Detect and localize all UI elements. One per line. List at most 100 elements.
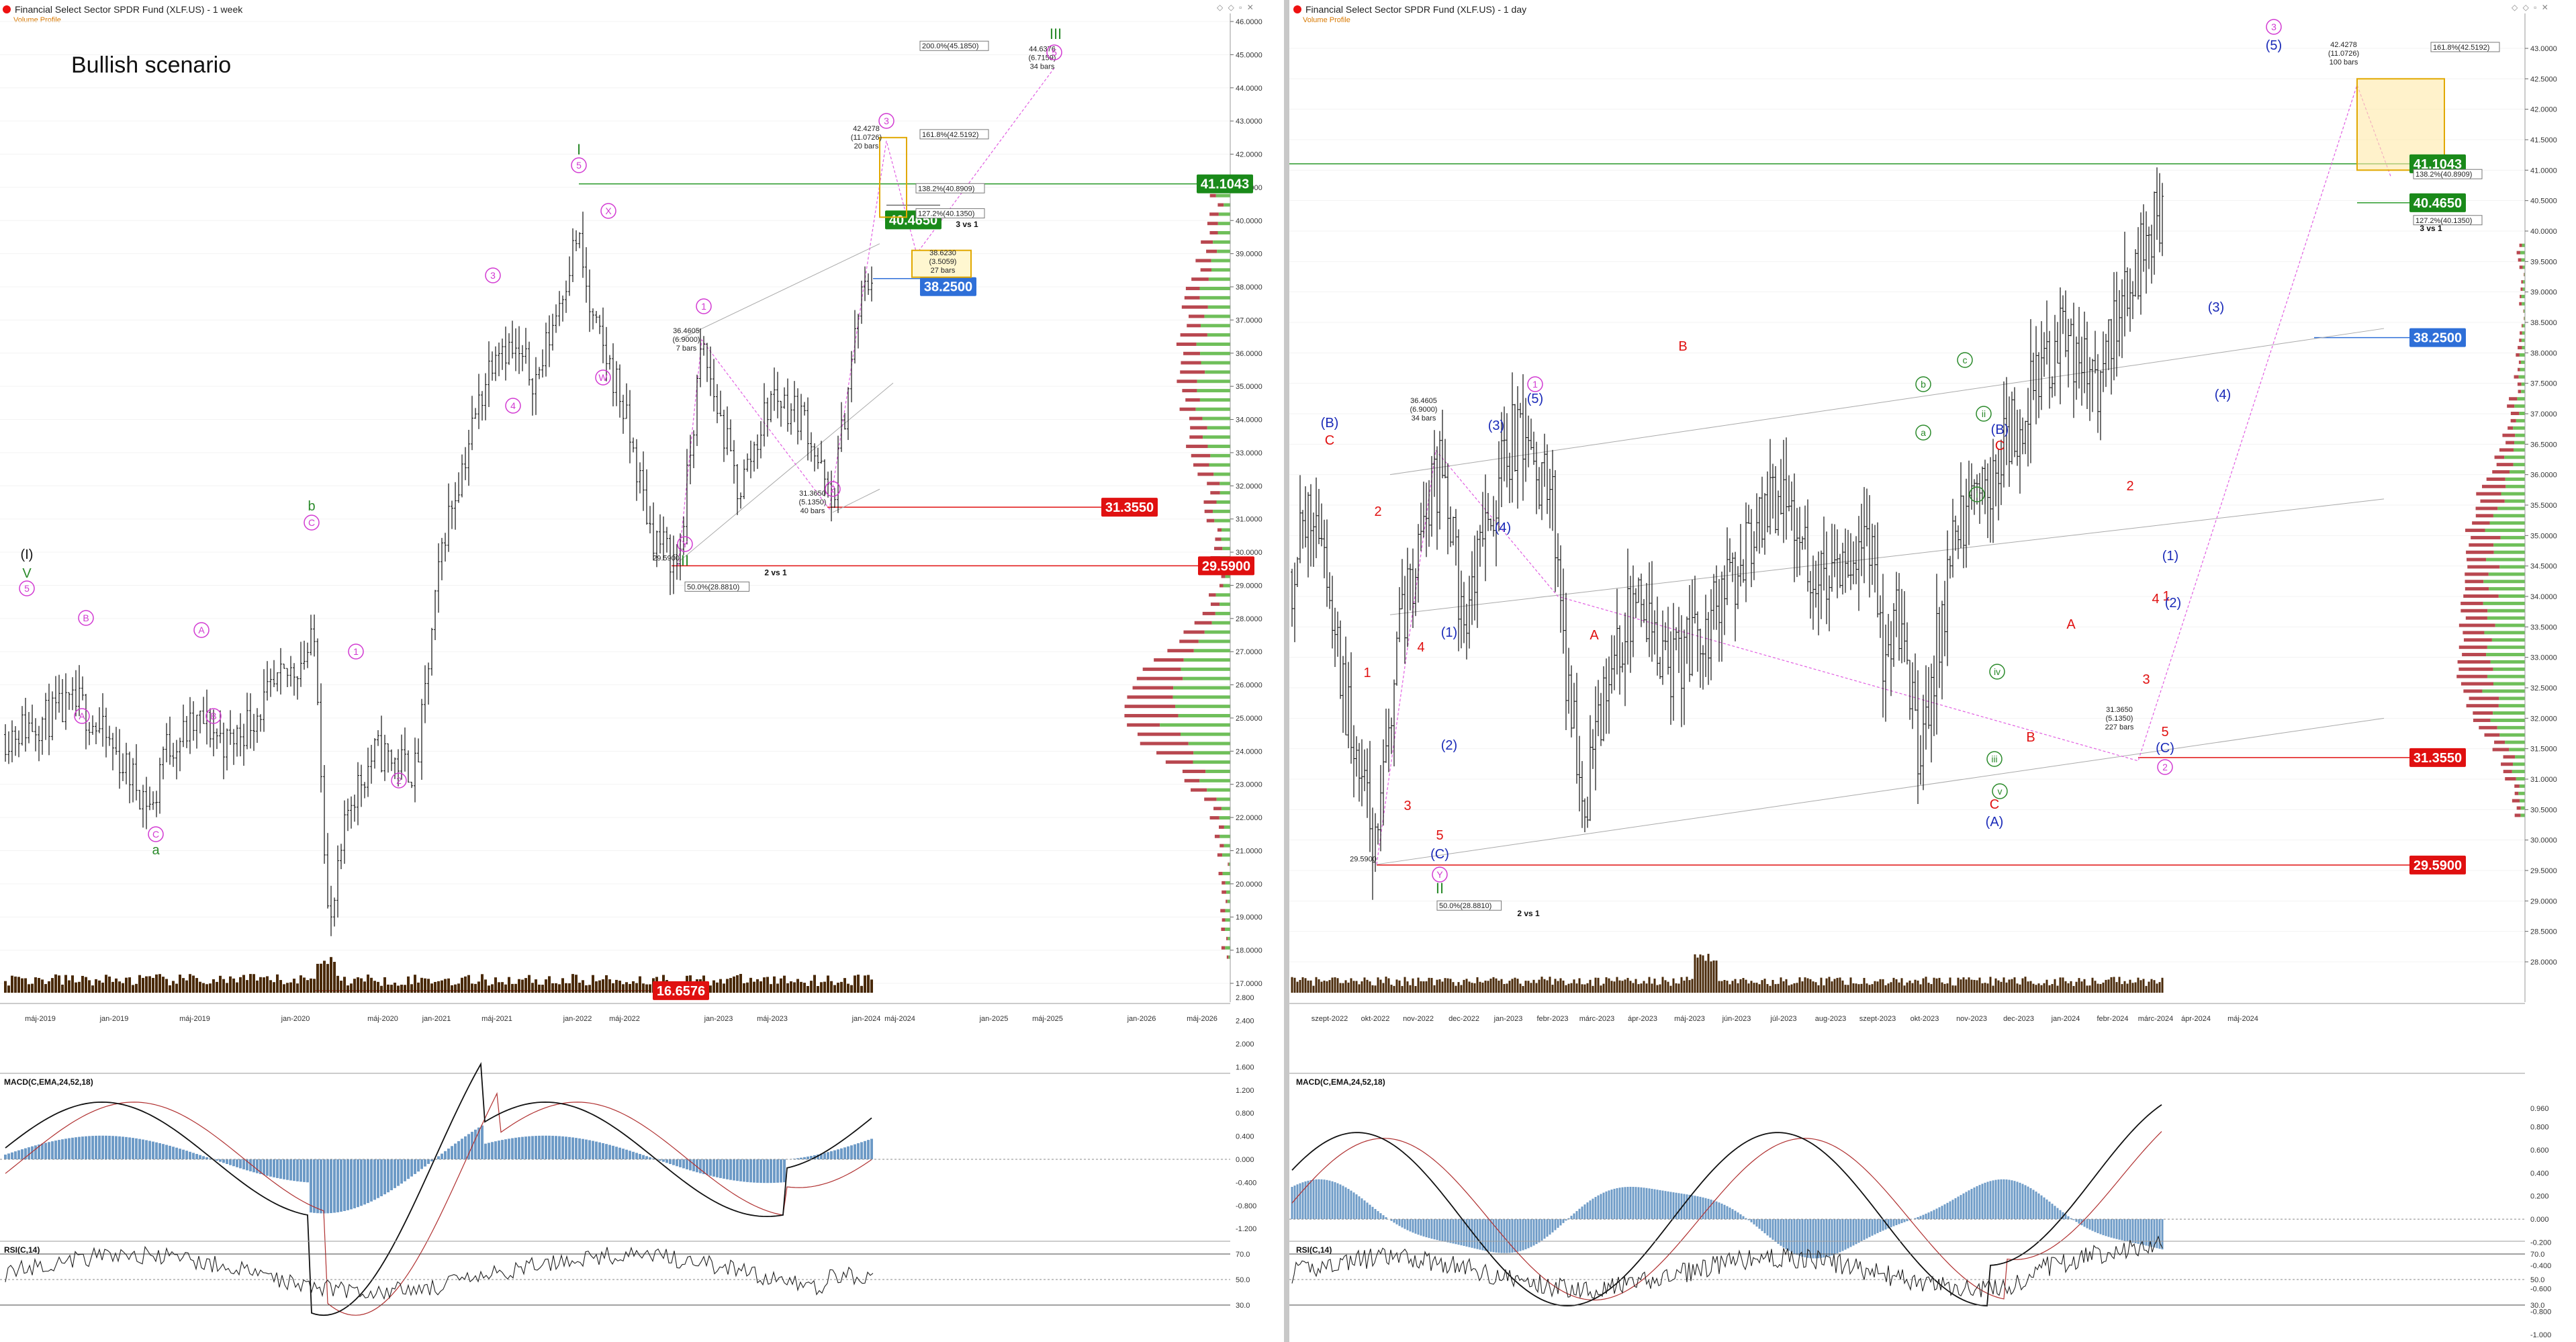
right-volume-profile-sell <box>2514 375 2519 379</box>
right-wave-2c: 2 <box>2162 762 2168 772</box>
left-macd-histogram-bar <box>310 1159 312 1213</box>
right-macd-histogram-bar <box>1707 1198 1710 1220</box>
right-volume-profile-buy <box>2517 397 2525 401</box>
left-volume-bar <box>400 984 403 993</box>
right-macd-histogram-bar <box>1519 1219 1522 1251</box>
right-volume-bar <box>1441 981 1444 993</box>
right-volume-profile-buy <box>2491 638 2525 642</box>
left-volume-bar <box>427 979 430 993</box>
left-volume-bar <box>259 977 262 993</box>
left-macd-histogram-bar <box>642 1155 645 1159</box>
left-macd-histogram-bar <box>632 1151 635 1159</box>
left-macd-histogram-bar <box>414 1159 416 1174</box>
left-macd-histogram-bar <box>192 1153 195 1159</box>
right-macd-histogram-bar <box>1309 1179 1312 1220</box>
left-annotation: 42.4278 <box>853 125 880 133</box>
left-volume-profile-sell <box>1189 435 1203 439</box>
right-price-tick-label: 35.5000 <box>2530 502 2557 510</box>
right-macd-histogram-bar <box>1734 1210 1737 1220</box>
left-volume-profile-sell <box>1220 844 1224 848</box>
left-chart-pane: Financial Select Sector SPDR Fund (XLF.U… <box>0 0 1284 1342</box>
left-macd-histogram-bar <box>827 1152 829 1159</box>
right-volume-bar <box>1755 983 1758 993</box>
right-macd-histogram-bar <box>1860 1219 1863 1242</box>
right-volume-bar <box>1860 983 1863 993</box>
right-macd-histogram-bar <box>1543 1219 1546 1239</box>
right-volume-bar <box>1798 977 1801 993</box>
left-volume-profile-sell <box>1142 667 1181 671</box>
left-macd-histogram-bar <box>857 1143 860 1159</box>
left-price-tick-label: 39.0000 <box>1236 251 1262 259</box>
right-volume-profile-buy <box>2484 631 2525 635</box>
right-volume-bar <box>2003 977 2005 993</box>
left-macd-histogram-bar <box>400 1159 403 1184</box>
left-volume-profile-sell <box>1179 407 1196 411</box>
left-wave-1b-circle <box>348 643 364 660</box>
left-volume-bar <box>14 976 17 993</box>
right-annotation: 3 vs 1 <box>2420 224 2442 233</box>
right-volume-bar <box>1524 981 1527 993</box>
left-wave-3b-circle <box>878 113 894 129</box>
left-volume-bar <box>404 985 406 993</box>
left-macd-histogram-bar <box>504 1139 507 1159</box>
right-volume-bar <box>2072 985 2075 993</box>
left-volume-bar <box>323 960 326 993</box>
right-price-tick-label: 38.0000 <box>2530 349 2557 357</box>
left-volume-bar <box>712 980 715 993</box>
right-wave-3-top-circle <box>2266 19 2282 35</box>
left-macd-histogram-bar <box>122 1136 124 1159</box>
right-macd-histogram-bar <box>1935 1208 1938 1220</box>
right-volume-profile-buy <box>2519 412 2525 415</box>
left-macd-histogram-bar <box>182 1149 185 1159</box>
right-macd-histogram-bar <box>1436 1219 1438 1241</box>
pane-divider[interactable] <box>1284 0 1289 1342</box>
left-macd-histogram-bar <box>293 1159 295 1181</box>
left-volume-bar <box>719 979 722 993</box>
right-volume-bar <box>1653 978 1656 993</box>
right-price-tick-label: 38.5000 <box>2530 319 2557 327</box>
right-macd-histogram-bar <box>1318 1179 1320 1220</box>
left-date-label: máj-2022 <box>609 1015 640 1023</box>
right-macd-histogram-bar <box>2048 1201 2051 1220</box>
left-volume-profile-buy <box>1217 231 1230 235</box>
right-volume-bar <box>1970 979 1973 993</box>
right-volume-profile-buy <box>2521 382 2525 386</box>
right-pane-controls[interactable]: ◇ ◇ ▫ ✕ <box>2512 3 2550 12</box>
left-wave-Y-circle <box>677 536 693 552</box>
right-volume-bar <box>1567 983 1570 993</box>
right-volume-bar <box>1866 983 1868 993</box>
right-volume-bar <box>2137 977 2140 993</box>
left-macd-histogram-bar <box>105 1135 107 1159</box>
right-macd-histogram-bar <box>1812 1219 1814 1259</box>
right-macd-histogram-bar <box>1879 1219 1882 1233</box>
left-macd-histogram-bar <box>662 1159 665 1162</box>
left-volume-profile-buy <box>1209 463 1230 467</box>
right-volume-bar <box>1425 981 1428 993</box>
right-macd-histogram-bar <box>1745 1218 1747 1220</box>
right-wave-3-paren: (3) <box>1488 418 1504 433</box>
left-macd-histogram-bar <box>498 1140 500 1159</box>
left-volume-profile-buy <box>1220 491 1230 495</box>
right-volume-bar <box>1436 979 1438 993</box>
left-volume-bar <box>289 982 292 993</box>
left-volume-profile-sell <box>1217 203 1224 207</box>
right-macd-histogram-bar <box>1715 1201 1718 1220</box>
left-volume-profile-buy <box>1224 203 1230 207</box>
left-volume-profile-buy <box>1172 695 1230 699</box>
left-volume-bar <box>736 975 739 993</box>
right-macd-histogram-bar <box>1933 1210 1935 1220</box>
left-volume-profile-buy <box>1222 528 1230 532</box>
right-wave-3: 3 <box>1404 799 1411 813</box>
right-date-label: febr-2024 <box>2097 1015 2128 1023</box>
left-volume-profile-buy <box>1213 240 1230 244</box>
left-price-tick-label: 42.0000 <box>1236 151 1262 159</box>
right-wave-c-sub: c <box>1963 355 1968 365</box>
left-volume-bar <box>175 983 178 993</box>
left-pane-controls[interactable]: ◇ ◇ ▫ ✕ <box>1217 3 1255 12</box>
right-macd-histogram-bar <box>1489 1219 1492 1252</box>
right-rsi-title: RSI(C,14) <box>1296 1245 1332 1255</box>
left-volume-bar <box>770 984 772 993</box>
right-macd-histogram-bar <box>1514 1219 1516 1253</box>
right-volume-profile-sell <box>2507 404 2515 408</box>
left-volume-bar <box>723 983 725 993</box>
